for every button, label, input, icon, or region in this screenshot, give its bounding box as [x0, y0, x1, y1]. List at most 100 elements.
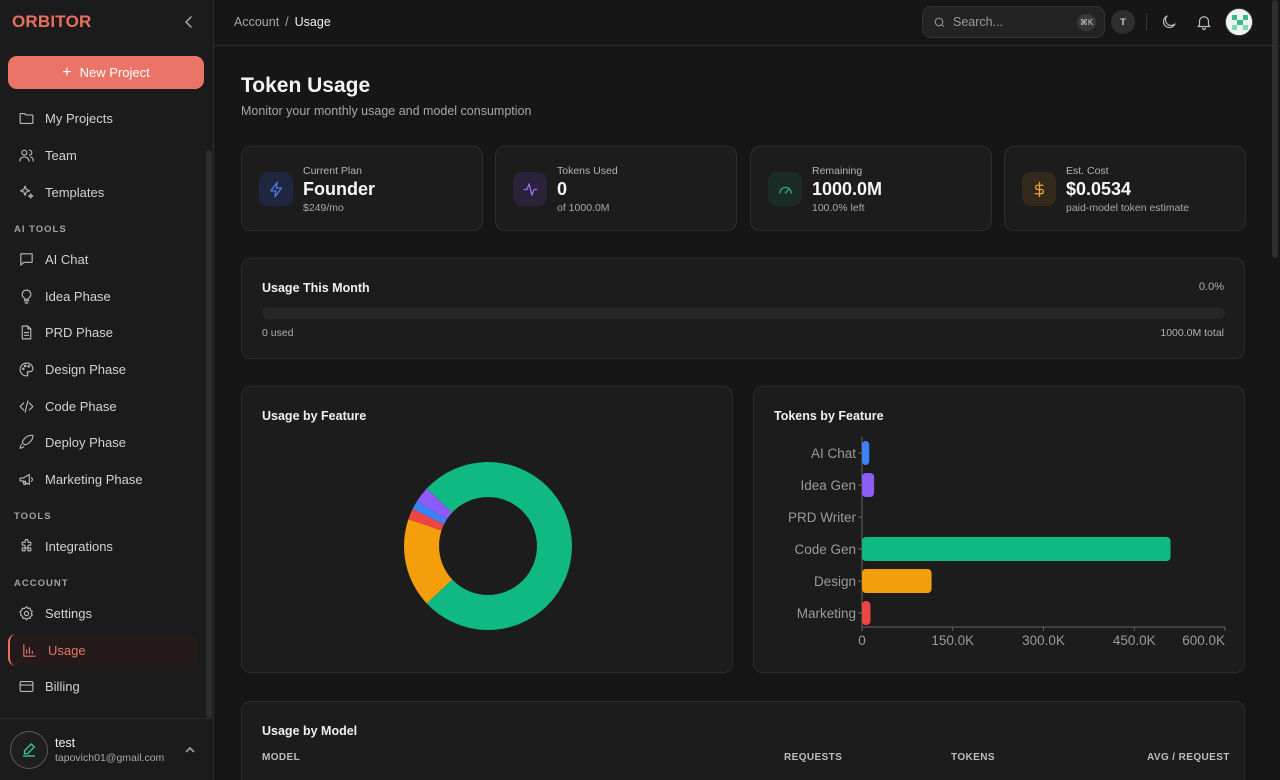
section-heading-tools: TOOLS [14, 511, 52, 522]
sidebar-item-team[interactable]: Team [8, 139, 198, 171]
rocket-icon [19, 434, 34, 449]
stat-card-tokens-used: Tokens Used 0 of 1000.0M [495, 146, 737, 231]
usage-total-label: 1000.0M total [1160, 327, 1224, 339]
stat-icon-bg [259, 172, 293, 206]
sidebar-item-ai-chat[interactable]: AI Chat [8, 243, 198, 275]
sidebar-scrollbar[interactable] [206, 150, 212, 718]
page-subtitle: Monitor your monthly usage and model con… [241, 104, 532, 118]
sidebar-item-label: AI Chat [45, 251, 89, 267]
x-tick-label: 0 [858, 633, 866, 648]
bar-chart-icon [23, 643, 36, 657]
y-tick-label: PRD Writer [788, 510, 857, 525]
credit-card-icon [19, 680, 34, 692]
sidebar-item-label: Idea Phase [45, 288, 111, 304]
search-placeholder: Search... [953, 15, 1004, 29]
profile-avatar[interactable] [1225, 8, 1253, 36]
column-header-model[interactable]: MODEL [262, 752, 301, 763]
sparkles-icon [19, 185, 34, 199]
lightbulb-icon [21, 289, 32, 303]
sidebar-item-label: Settings [45, 605, 92, 621]
donut-slice-code-gen[interactable] [426, 462, 572, 630]
sidebar-item-idea-phase[interactable]: Idea Phase [8, 280, 198, 312]
y-tick-label: Code Gen [794, 542, 856, 557]
collapse-sidebar-icon[interactable] [180, 13, 198, 31]
sidebar-item-label: PRD Phase [45, 324, 113, 340]
sidebar-item-templates[interactable]: Templates [8, 176, 198, 208]
palette-icon [19, 362, 34, 376]
chevron-up-icon[interactable] [184, 744, 196, 756]
sidebar-item-design-phase[interactable]: Design Phase [8, 353, 198, 385]
stat-value: Founder [303, 179, 375, 199]
stat-card-est-cost: Est. Cost $0.0534 paid-model token estim… [1004, 146, 1246, 231]
column-header-avg-request[interactable]: AVG / REQUEST [1147, 752, 1230, 763]
breadcrumb-current: Usage [294, 15, 331, 29]
donut-slice-design[interactable] [404, 519, 453, 604]
sidebar-item-label: My Projects [45, 110, 113, 126]
breadcrumb-separator: / [285, 15, 289, 29]
sidebar-item-settings[interactable]: Settings [8, 597, 198, 629]
bar-marketing[interactable] [862, 601, 871, 625]
stat-icon-bg [768, 172, 802, 206]
new-project-button[interactable]: + New Project [8, 56, 204, 89]
stat-label: Current Plan [303, 165, 362, 177]
sidebar-item-label: Design Phase [45, 361, 126, 377]
section-heading-account: ACCOUNT [14, 578, 69, 589]
donut-slice-idea-gen[interactable] [417, 488, 453, 520]
sidebar-item-my-projects[interactable]: My Projects [8, 102, 198, 134]
sidebar-item-deploy-phase[interactable]: Deploy Phase [8, 426, 198, 458]
breadcrumb-account[interactable]: Account [234, 15, 280, 29]
panel-title: Usage by Feature [262, 409, 367, 423]
sidebar-item-usage[interactable]: Usage [8, 634, 198, 666]
stat-subtext: of 1000.0M [557, 202, 610, 214]
user-initial-badge[interactable]: T [1111, 10, 1135, 34]
puzzle-icon [21, 538, 32, 551]
stat-subtext: 100.0% left [812, 202, 865, 214]
dollar-icon [1034, 181, 1044, 197]
usage-by-feature-donut-chart [404, 462, 572, 630]
donut-slice-marketing[interactable] [408, 509, 444, 531]
top-header: Account / Usage Search... ⌘K T [214, 0, 1280, 46]
usage-this-month-panel: Usage This Month 0.0% 0 used 1000.0M tot… [241, 258, 1245, 359]
search-icon [934, 17, 945, 27]
panel-title: Tokens by Feature [774, 409, 884, 423]
bar-code-gen[interactable] [862, 537, 1171, 561]
stat-label: Remaining [812, 165, 863, 177]
sidebar-item-label: Templates [45, 184, 105, 200]
x-tick-label: 150.0K [931, 633, 974, 648]
x-tick-label: 450.0K [1113, 633, 1156, 648]
sidebar-item-label: Code Phase [45, 398, 117, 414]
sidebar-item-marketing-phase[interactable]: Marketing Phase [8, 463, 198, 495]
bell-icon[interactable] [1195, 13, 1213, 31]
bar-idea-gen[interactable] [862, 473, 875, 497]
sidebar-item-billing[interactable]: Billing [8, 670, 198, 702]
donut-slice-ai-chat[interactable] [412, 500, 447, 525]
column-header-tokens[interactable]: TOKENS [951, 752, 995, 763]
bar-ai-chat[interactable] [862, 441, 870, 465]
panel-title: Usage by Model [262, 724, 358, 738]
app-logo[interactable]: ORBITOR [12, 12, 92, 31]
new-project-label: New Project [79, 65, 150, 80]
edit-icon [23, 742, 36, 757]
sidebar-item-code-phase[interactable]: Code Phase [8, 390, 198, 422]
sidebar-item-prd-phase[interactable]: PRD Phase [8, 316, 198, 348]
moon-icon[interactable] [1160, 13, 1178, 31]
plus-icon: + [62, 63, 72, 81]
sidebar-item-integrations[interactable]: Integrations [8, 530, 198, 562]
usage-used-label: 0 used [262, 327, 294, 339]
column-header-requests[interactable]: REQUESTS [784, 752, 843, 763]
main-scrollbar[interactable] [1272, 0, 1278, 258]
stat-card-current-plan: Current Plan Founder $249/mo [241, 146, 483, 231]
usage-by-feature-panel: Usage by Feature [241, 386, 733, 673]
usage-percent: 0.0% [1198, 281, 1224, 293]
tokens-by-feature-bar-chart: AI Chat Idea Gen PRD Writer Code Gen Design M… [788, 437, 1226, 648]
stat-card-remaining: Remaining 1000.0M 100.0% left [750, 146, 992, 231]
gauge-icon [778, 186, 792, 194]
code-icon [19, 399, 34, 413]
bar-design[interactable] [862, 569, 932, 593]
user-menu[interactable]: test tapovich01@gmail.com [0, 718, 213, 780]
user-email: tapovich01@gmail.com [55, 751, 165, 764]
user-name: test [55, 735, 76, 750]
search-input[interactable]: Search... ⌘K [922, 6, 1105, 38]
usage-progress-bar [262, 307, 1225, 319]
panel-title: Usage This Month [262, 281, 370, 295]
